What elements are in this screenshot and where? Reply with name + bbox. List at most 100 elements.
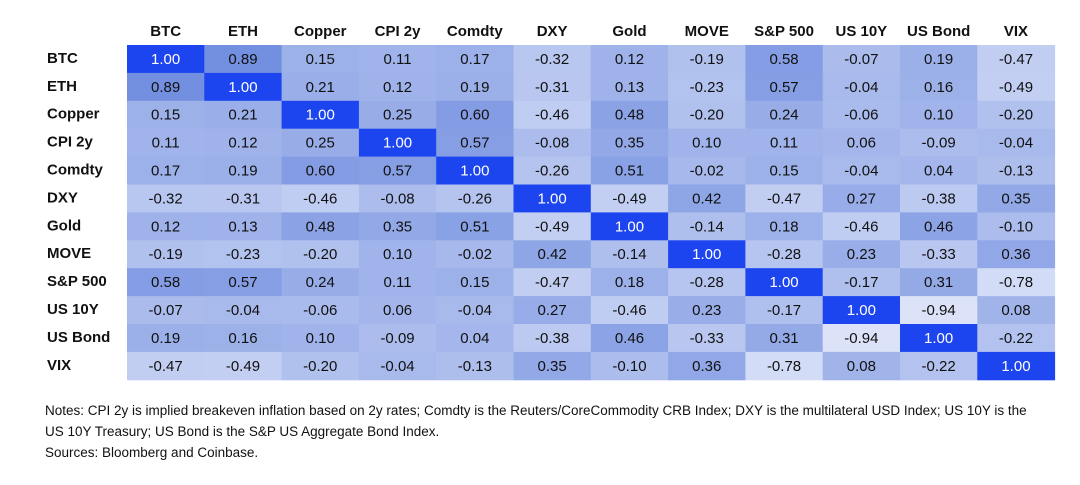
row-label: BTC (47, 50, 78, 67)
cell-label: -0.49 (612, 190, 646, 207)
cell-label: 0.35 (1001, 190, 1030, 207)
cell-label: 1.00 (306, 107, 335, 124)
cell (513, 324, 592, 353)
row-label: ETH (47, 78, 77, 95)
cell (900, 351, 978, 381)
cell-label: -0.17 (844, 274, 878, 291)
cell-label: 0.10 (383, 246, 412, 263)
cell (127, 156, 205, 185)
cell-label: 1.00 (769, 274, 798, 291)
cell-label: -0.06 (844, 107, 878, 124)
cell-label: -0.78 (767, 358, 801, 375)
cell-label: -0.13 (999, 163, 1033, 180)
cell-label: 1.00 (615, 218, 644, 235)
cell (127, 351, 205, 381)
cell (900, 72, 978, 102)
cell (436, 212, 514, 241)
cell (204, 351, 283, 381)
cell (358, 268, 437, 297)
cell (281, 184, 360, 213)
cell-label: -0.14 (612, 246, 646, 263)
cell-label: -0.32 (149, 190, 183, 207)
cell-label: 0.11 (152, 135, 180, 152)
cell (977, 45, 1056, 74)
cell-label: -0.47 (999, 51, 1033, 68)
cell (127, 212, 205, 241)
cell-label: 0.48 (615, 107, 644, 124)
cell (204, 212, 283, 241)
cell-label: 0.51 (615, 163, 644, 180)
cell-label: -0.32 (535, 51, 569, 68)
cell-label: -0.94 (844, 330, 878, 347)
cell (358, 45, 437, 74)
row-label: S&P 500 (47, 273, 107, 290)
cell-label: 0.16 (924, 79, 953, 96)
cell-label: -0.31 (535, 79, 569, 96)
cell (822, 156, 901, 185)
cell (127, 296, 205, 325)
cell (513, 100, 592, 130)
cell-label: 0.12 (151, 218, 180, 235)
cell-label: 0.27 (847, 190, 876, 207)
cell-label: 1.00 (460, 163, 489, 180)
cell-label: 0.10 (924, 107, 953, 124)
cell-label: 0.31 (769, 330, 798, 347)
cell-label: 1.00 (151, 51, 180, 68)
cell-label: 0.10 (306, 330, 335, 347)
cell (127, 184, 205, 213)
cell (590, 128, 669, 158)
cell (668, 240, 746, 269)
row-label: MOVE (47, 245, 91, 262)
cell-label: -0.20 (303, 246, 337, 263)
cell-label: 1.00 (383, 135, 412, 152)
cell (358, 100, 437, 130)
cell-label: 0.60 (460, 107, 489, 124)
cell-label: 0.21 (228, 107, 257, 124)
cell-label: 0.57 (228, 274, 257, 291)
cell (745, 184, 824, 213)
cell (358, 184, 437, 213)
cell-label: -0.47 (767, 190, 801, 207)
cell (204, 72, 283, 102)
cell-label: 0.19 (228, 163, 257, 180)
cell-label: 0.06 (847, 135, 876, 152)
cell-label: -0.08 (380, 190, 414, 207)
column-label: Comdty (447, 23, 503, 40)
column-label: DXY (537, 23, 568, 40)
cell (281, 100, 360, 130)
cell (204, 45, 283, 74)
cell (281, 268, 360, 297)
cell-label: 0.25 (383, 107, 412, 124)
cell (745, 128, 824, 158)
cell-label: -0.38 (922, 190, 956, 207)
cell-label: -0.09 (922, 135, 956, 152)
cell-label: 0.46 (924, 218, 953, 235)
cell-label: -0.20 (690, 107, 724, 124)
cell-label: -0.06 (303, 302, 337, 319)
cell-label: -0.22 (922, 358, 956, 375)
cell-label: 1.00 (692, 246, 721, 263)
row-label: Comdty (47, 162, 103, 179)
cell (358, 240, 437, 269)
cell-label: 0.35 (538, 358, 567, 375)
cell (590, 324, 669, 353)
cell-label: -0.26 (458, 190, 492, 207)
cell (436, 324, 514, 353)
cell (822, 72, 901, 102)
cell (745, 324, 824, 353)
cell-label: 0.23 (847, 246, 876, 263)
cell (822, 296, 901, 325)
cell (822, 240, 901, 269)
cell-label: 0.12 (615, 51, 644, 68)
cell (281, 45, 360, 74)
cell-label: 0.15 (769, 163, 798, 180)
cell (745, 212, 824, 241)
cell (436, 351, 514, 381)
cell (436, 268, 514, 297)
cell-label: 0.08 (1001, 302, 1030, 319)
cell-label: 0.36 (692, 358, 721, 375)
cell-label: 1.00 (228, 79, 257, 96)
cell-label: 0.57 (460, 135, 489, 152)
cell (977, 156, 1056, 185)
